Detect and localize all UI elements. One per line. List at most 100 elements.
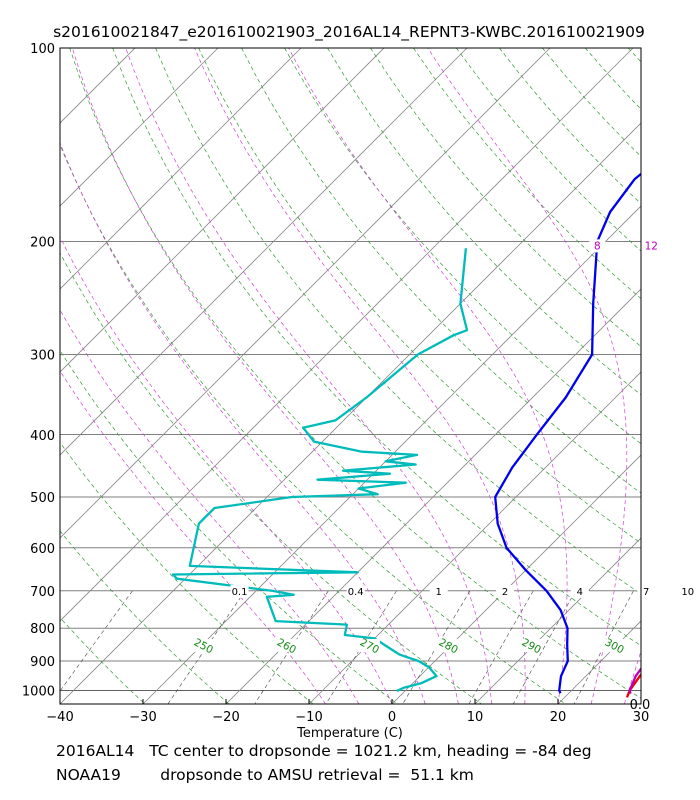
y-tick-label: 200: [30, 235, 55, 250]
y-tick-label: 400: [30, 429, 55, 444]
corner-label: 0.0: [630, 698, 651, 713]
y-tick-label: 500: [30, 491, 55, 506]
x-tick-label: 10: [467, 710, 484, 725]
y-tick-label: 600: [30, 542, 55, 557]
moist-adiabat-line: [125, 48, 492, 704]
dry-adiabat-line: [284, 48, 641, 445]
mixing-ratio-line: [254, 590, 329, 704]
y-tick-label: 100: [30, 42, 55, 57]
mixing-ratio-label: 0.1: [232, 587, 248, 598]
isotherm-line: [60, 48, 634, 622]
dry-adiabat-line: [413, 48, 641, 300]
moist-adiabat-line: [624, 649, 641, 704]
dry-adiabat-line: [542, 48, 641, 157]
dry-adiabat-label-bg: [355, 639, 380, 653]
moist-adiabat-line: [60, 309, 360, 704]
mixing-ratio-label-bg: [570, 584, 589, 598]
isotherm-line: [60, 48, 551, 539]
mixing-ratio-labels: 0.10.412471016: [230, 584, 697, 598]
mixing-ratio-label: 2: [502, 587, 508, 598]
dry-adiabat-line: [60, 702, 62, 704]
dry-adiabat-labels: 250 260 270 280 290 300: [189, 636, 626, 656]
isotherm-line: [142, 205, 641, 704]
moist-adiabat-line: [60, 235, 393, 704]
mixing-ratio-label-bg: [429, 584, 448, 598]
y-tick-label: 900: [30, 655, 55, 670]
series-temperature: [625, 672, 641, 698]
moist-adiabat-line: [60, 370, 326, 704]
dry-adiabat-label-bg: [272, 639, 297, 653]
x-axis-label: Temperature (C): [296, 726, 403, 741]
isotherm-line: [0, 48, 52, 704]
moist-adiabat-line: [60, 141, 426, 704]
dry-adiabat-line: [60, 530, 230, 704]
x-tick-label: −20: [212, 710, 239, 725]
mixing-ratio-label: 1: [436, 587, 442, 598]
footer-line-2: NOAA19 dropsonde to AMSU retrieval = 51.…: [56, 766, 474, 784]
isotherm-line: [60, 122, 641, 704]
x-tick-label: −30: [129, 710, 156, 725]
isotherm-line: [640, 703, 641, 704]
mixing-ratio-label-bg: [346, 584, 365, 598]
mixing-ratio-line: [468, 590, 534, 704]
isotherm-line: [60, 48, 136, 124]
mixing-ratio-line: [60, 590, 133, 692]
footer-line-1: 2016AL14 TC center to dropsonde = 1021.2…: [56, 742, 592, 760]
mixing-ratio-label-bg: [678, 584, 697, 598]
dry-adiabat-label-bg: [434, 639, 459, 653]
mixing-ratio-line: [402, 590, 471, 704]
isotherm-line: [60, 48, 468, 456]
background-reference-lines: [0, 48, 700, 707]
y-tick-label: 300: [30, 348, 55, 363]
x-tick-label: −10: [295, 710, 322, 725]
dry-adiabat-line: [60, 252, 483, 704]
isotherm-line: [60, 48, 302, 290]
moist-adiabat-line: [658, 48, 700, 704]
series-dropsonde-dewpoint: [171, 248, 469, 692]
y-axis-ticks: 100 200 300 400 500 600 700 800 900 1000: [22, 42, 55, 699]
moist-adiabat-label-bg: [643, 239, 660, 253]
x-tick-label: −40: [46, 710, 73, 725]
dry-adiabat-label-bg: [517, 639, 542, 653]
dry-adiabat-line: [671, 48, 700, 707]
moist-adiabat-line: [427, 48, 628, 704]
isotherm-line: [308, 371, 641, 704]
dry-adiabat-line: [327, 48, 641, 396]
moist-adiabat-label-bg: [589, 239, 606, 253]
isotherm-line: [225, 288, 641, 704]
isotherm-line: [474, 537, 641, 704]
moist-adiabat-line: [194, 48, 526, 704]
moist-adiabat-labels: 8121620242832: [589, 239, 660, 253]
mixing-ratio-line: [512, 590, 576, 704]
dry-adiabat-line: [60, 441, 314, 704]
moist-adiabat-line: [691, 48, 700, 704]
mixing-ratio-label-bg: [230, 584, 249, 598]
series-dewpoint-retrieval: [494, 172, 641, 694]
mixing-ratio-label-bg: [637, 584, 656, 598]
dry-adiabat-line: [584, 48, 641, 110]
chart-title: s201610021847_e201610021903_2016AL14_REP…: [53, 23, 645, 42]
x-tick-label: 0: [388, 710, 396, 725]
moist-adiabat-label: 8: [594, 240, 601, 252]
mixing-ratio-label: 7: [643, 587, 649, 598]
y-tick-label: 1000: [22, 684, 55, 699]
series-dropsonde-temperature: [628, 666, 641, 694]
isotherm-line: [391, 454, 641, 704]
y-tick-label: 800: [30, 622, 55, 637]
plot-frame: [59, 47, 642, 705]
dry-adiabat-line: [60, 617, 146, 704]
mixing-ratio-label: 10: [681, 587, 694, 598]
moist-adiabat-line: [288, 48, 568, 704]
moist-adiabat-label: 12: [645, 240, 658, 252]
isotherm-line: [60, 48, 219, 207]
x-tick-label: 30: [633, 710, 650, 725]
mixing-ratio-label: 4: [577, 587, 583, 598]
sounding-series: [171, 172, 641, 698]
dry-adiabat-line: [69, 48, 641, 699]
x-axis-ticks: −40 −30 −20 −10 0 10 20 30: [46, 699, 649, 725]
isotherm-line: [60, 48, 385, 373]
dry-adiabat-line: [499, 48, 641, 205]
mixing-ratio-line: [325, 590, 397, 704]
dry-adiabat-line: [112, 48, 641, 647]
dry-adiabat-line: [60, 144, 567, 704]
